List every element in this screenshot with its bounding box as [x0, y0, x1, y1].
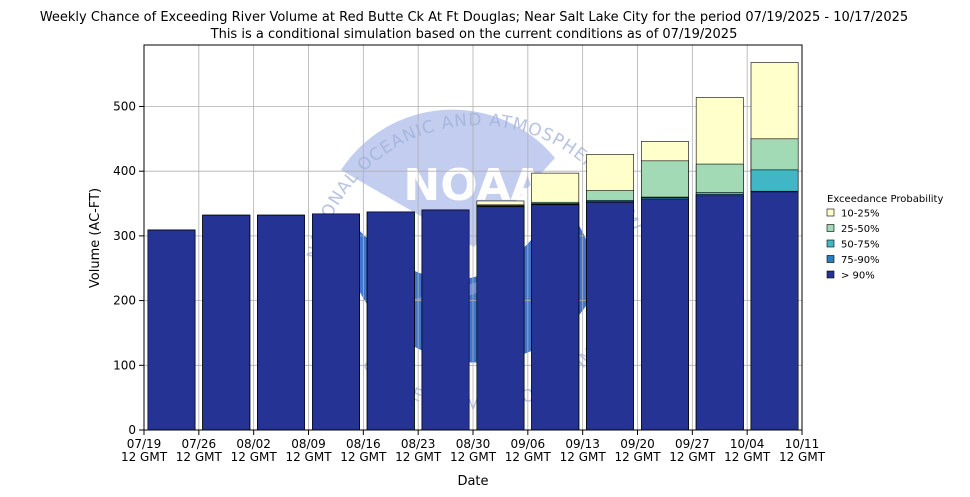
x-tick-label: 07/26 12 GMT: [176, 437, 223, 464]
bar-90-07-19: [147, 229, 196, 431]
bar-90-08-09: [312, 213, 360, 431]
x-tick-label: 08/09 12 GMT: [285, 437, 332, 464]
legend-swatch: [826, 255, 835, 263]
x-axis: 07/19 12 GMT 07/26 12 GMT 08/02 12 GMT 08/09 12…: [121, 430, 826, 464]
legend-swatch: [826, 270, 835, 279]
y-tick-label: 0: [128, 423, 136, 437]
y-axis-label: Volume (AC-FT): [88, 188, 103, 288]
bar-90-07-26: [202, 214, 251, 431]
y-tick-label: 200: [113, 294, 136, 308]
legend-label: 75-90%: [841, 255, 880, 266]
bar-90-09-06: [531, 204, 580, 431]
x-tick-label: 10/04 12 GMT: [724, 437, 771, 464]
legend-title: Exceedance Probability: [827, 194, 943, 205]
x-axis-label: Date: [457, 474, 488, 489]
bar-90-10-04: [750, 191, 799, 431]
bar-90-08-16: [366, 211, 415, 431]
legend: Exceedance Probability 10-25% 25-50% 50-75…: [826, 194, 943, 282]
bar-90-09-13: [586, 201, 634, 431]
y-tick-label: 100: [113, 358, 136, 372]
bar-90-09-20: [641, 198, 689, 431]
x-tick-label: 07/19 12 GMT: [121, 437, 168, 464]
bars: [147, 62, 799, 431]
legend-label: 10-25%: [841, 209, 880, 220]
y-axis: 0 100 200 300 400 500: [113, 99, 144, 437]
x-tick-label: 09/13 12 GMT: [560, 437, 607, 464]
chart-subtitle: This is a conditional simulation based o…: [210, 27, 738, 42]
y-tick-label: 500: [113, 99, 136, 113]
grid-lines: [144, 45, 802, 430]
bar-90-08-02: [257, 214, 305, 431]
legend-swatch: [826, 208, 835, 217]
legend-label: 25-50%: [841, 224, 880, 235]
bar-90-09-27: [695, 195, 744, 431]
chart-title: Weekly Chance of Exceeding River Volume …: [40, 10, 908, 25]
y-tick-label: 400: [113, 164, 136, 178]
y-tick-label: 300: [113, 229, 136, 243]
bar-90-08-30: [476, 206, 525, 431]
x-tick-label: 09/20 12 GMT: [614, 437, 661, 464]
legend-swatch: [826, 224, 835, 232]
x-tick-label: 08/02 12 GMT: [231, 437, 278, 464]
legend-label: 50-75%: [841, 240, 880, 251]
x-tick-label: 09/27 12 GMT: [669, 437, 716, 464]
x-tick-label: 08/23 12 GMT: [395, 437, 442, 464]
x-tick-label: 09/06 12 GMT: [505, 437, 552, 464]
bar-90-08-23: [421, 209, 470, 431]
legend-swatch: [826, 239, 835, 248]
x-tick-label: 08/30 12 GMT: [450, 437, 497, 464]
x-tick-label: 08/16 12 GMT: [340, 437, 387, 464]
x-tick-label: 10/11 12 GMT: [779, 437, 826, 464]
legend-label: > 90%: [841, 271, 875, 282]
